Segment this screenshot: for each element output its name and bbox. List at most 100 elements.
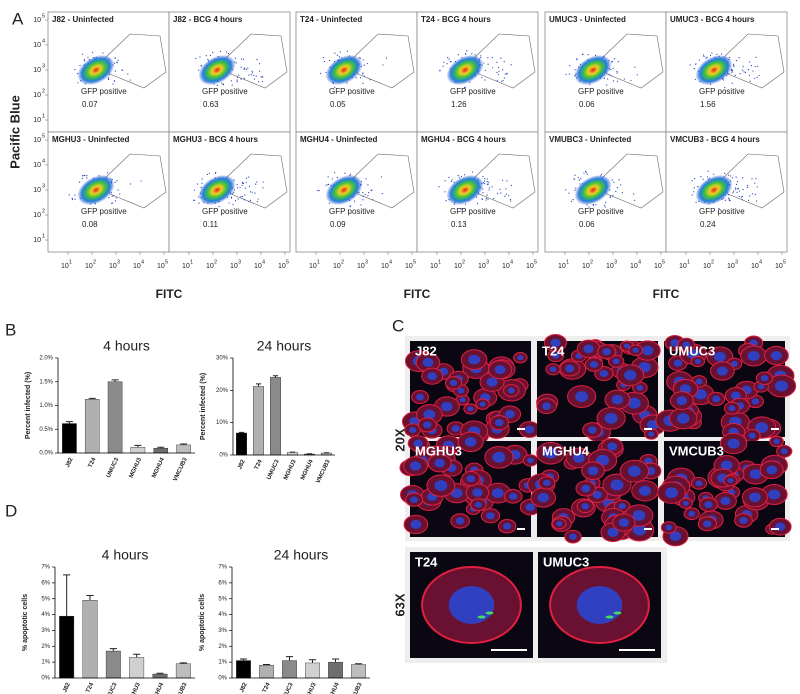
event <box>609 195 611 197</box>
panel-label: A <box>12 9 24 28</box>
nucleus <box>747 350 760 361</box>
event <box>466 50 468 52</box>
tick-exponent: 4 <box>42 158 45 164</box>
event <box>261 80 264 82</box>
event <box>438 186 440 188</box>
nucleus <box>755 422 769 433</box>
event <box>193 189 196 191</box>
tick-base: 10 <box>526 263 534 270</box>
event <box>486 194 488 196</box>
event <box>605 202 607 204</box>
event <box>484 178 486 180</box>
event <box>228 202 230 204</box>
event <box>71 197 73 199</box>
event <box>230 197 232 199</box>
event <box>114 70 116 72</box>
tick-exponent: 2 <box>341 259 344 265</box>
event <box>240 66 242 68</box>
event <box>565 189 567 191</box>
event <box>732 190 735 192</box>
event <box>248 176 250 178</box>
tick-exponent: 5 <box>662 259 665 265</box>
tick-exponent: 1 <box>42 233 45 239</box>
chart-title: 24 hours <box>274 547 328 563</box>
event <box>444 180 446 182</box>
tick-base: 10 <box>33 162 41 169</box>
event <box>510 184 512 186</box>
event <box>245 68 247 70</box>
event <box>117 189 119 191</box>
event <box>115 197 117 199</box>
error-bar <box>157 446 165 449</box>
x-tick-label: T24 <box>88 456 98 469</box>
event <box>616 186 618 189</box>
event <box>754 193 756 195</box>
error-bar <box>331 658 340 663</box>
event <box>587 54 589 56</box>
event <box>232 203 234 205</box>
event <box>630 79 632 82</box>
event <box>709 54 712 57</box>
event <box>460 175 463 178</box>
bacterium <box>605 615 614 619</box>
nucleus <box>665 487 678 499</box>
event <box>698 59 700 61</box>
nucleus <box>768 489 781 500</box>
event <box>194 199 196 201</box>
tick-exponent: 1 <box>69 259 72 265</box>
event <box>262 181 264 183</box>
event <box>367 184 369 186</box>
event <box>731 82 733 84</box>
event <box>353 200 356 202</box>
gate-value: 0.13 <box>451 220 467 229</box>
nucleus <box>581 484 591 493</box>
event <box>500 57 502 59</box>
tick-exponent: 2 <box>42 88 45 94</box>
plot-title: J82 - Uninfected <box>52 15 114 24</box>
y-tick-label: 7% <box>218 565 227 571</box>
nucleus <box>524 425 535 434</box>
tick-base: 10 <box>654 263 662 270</box>
error-bar <box>239 658 248 661</box>
event <box>362 199 364 201</box>
event <box>111 202 113 204</box>
tick-base: 10 <box>33 42 41 49</box>
event <box>334 52 336 54</box>
event <box>700 176 702 178</box>
event <box>331 178 333 180</box>
tick-exponent: 1 <box>687 259 690 265</box>
nucleus <box>542 402 552 410</box>
tick-base: 10 <box>33 67 41 74</box>
event <box>362 191 364 194</box>
event <box>238 74 240 76</box>
nucleus <box>695 378 703 385</box>
bacterium <box>485 611 494 615</box>
event <box>236 79 238 81</box>
event <box>749 195 751 197</box>
tick-exponent: 2 <box>590 259 593 265</box>
nucleus <box>624 370 637 381</box>
event <box>248 74 250 76</box>
nucleus <box>410 461 422 471</box>
event <box>129 183 132 185</box>
event <box>615 190 617 193</box>
event <box>442 65 444 67</box>
tick-exponent: 3 <box>486 259 489 265</box>
bar <box>270 377 281 456</box>
event <box>724 172 726 174</box>
event <box>248 200 250 203</box>
y-tick-label: 2.0% <box>39 356 53 362</box>
bacterium <box>477 615 486 619</box>
tick-exponent: 1 <box>317 259 320 265</box>
event-density <box>446 174 484 206</box>
gate-label: GFP positive <box>81 87 127 96</box>
event <box>731 72 733 74</box>
panel-label: B <box>5 320 16 339</box>
nucleus <box>572 453 585 463</box>
event <box>741 199 743 201</box>
x-tick-label: J82 <box>62 681 72 693</box>
event <box>450 61 452 63</box>
event <box>240 58 243 60</box>
event <box>195 57 197 60</box>
event <box>506 72 508 74</box>
